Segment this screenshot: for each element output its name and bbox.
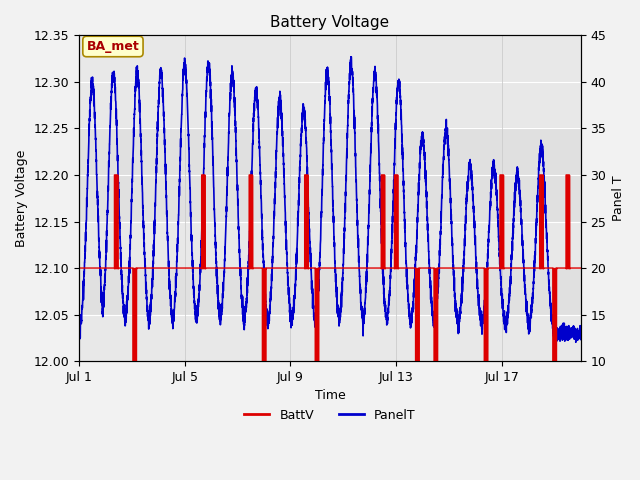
Y-axis label: Battery Voltage: Battery Voltage (15, 150, 28, 247)
Legend: BattV, PanelT: BattV, PanelT (239, 404, 420, 427)
Text: BA_met: BA_met (86, 40, 140, 53)
Bar (79, 36, 581, 129)
Bar (79, 129, 581, 221)
Bar (79, 221, 581, 268)
Y-axis label: Panel T: Panel T (612, 175, 625, 221)
X-axis label: Time: Time (315, 389, 346, 402)
Title: Battery Voltage: Battery Voltage (270, 15, 390, 30)
Bar (79, 314, 581, 361)
Bar (79, 268, 581, 314)
